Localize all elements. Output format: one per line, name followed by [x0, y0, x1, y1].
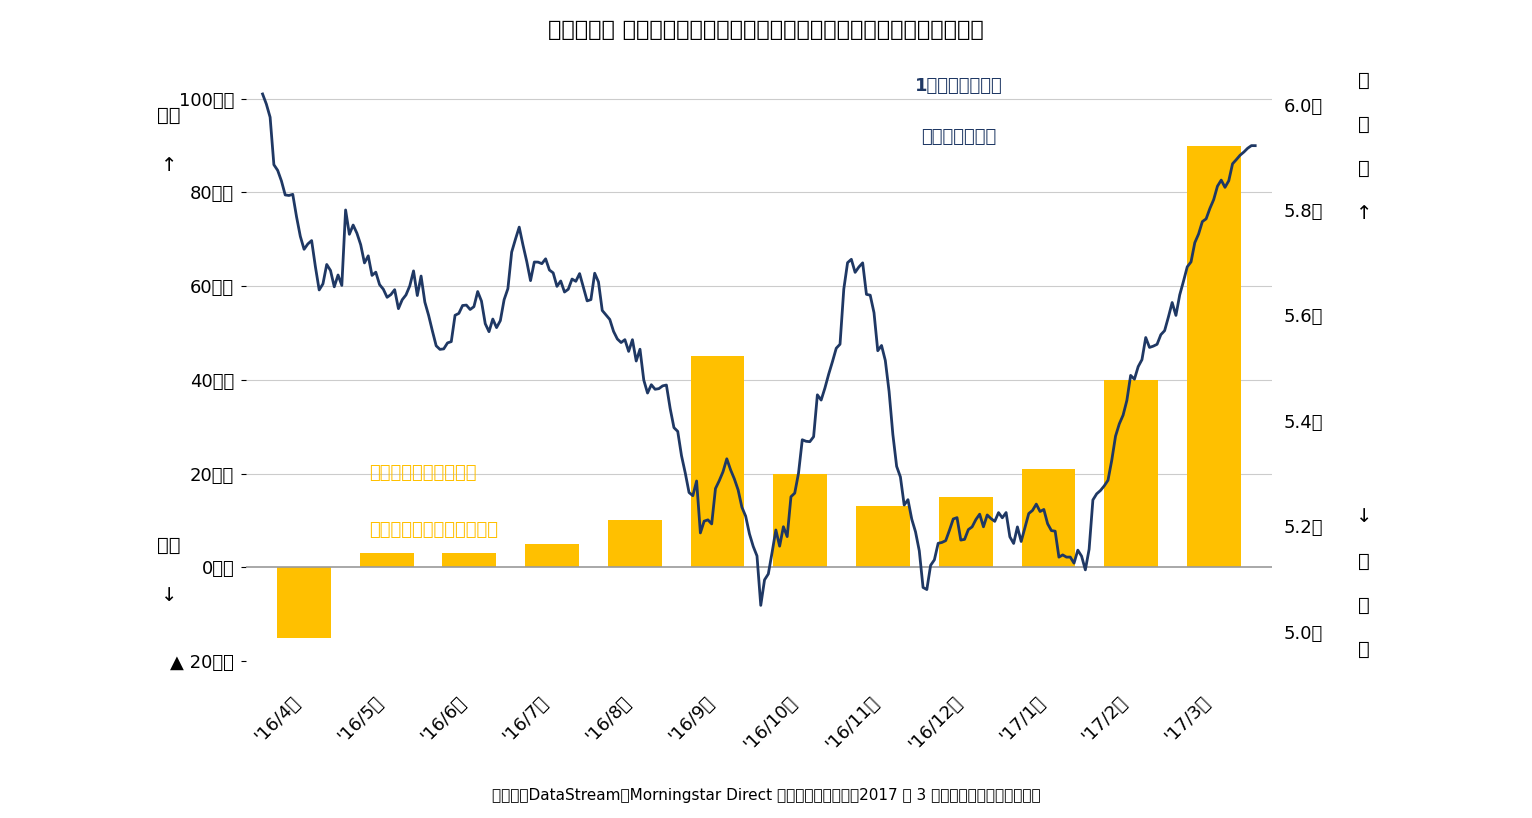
Text: ↓: ↓	[1356, 507, 1373, 526]
Text: ソ: ソ	[1359, 640, 1370, 659]
Bar	[443, 553, 496, 567]
Text: 流出: 流出	[158, 536, 181, 555]
Text: ペ: ペ	[1359, 596, 1370, 615]
Text: ↓: ↓	[161, 587, 178, 605]
Bar	[608, 520, 662, 567]
Bar	[277, 567, 331, 637]
Text: 資金流収入（月次：左軸）: 資金流収入（月次：左軸）	[369, 521, 498, 539]
Text: メキシコ債券ファンド: メキシコ債券ファンド	[369, 464, 476, 482]
Text: （資料）DataStream、Morningstar Direct を用いて筆者集計。2017 年 3 月の資金流出入のみ推計値: （資料）DataStream、Morningstar Direct を用いて筆者…	[492, 789, 1040, 803]
Text: 【図表４】 メキシコ債券ファンドの資金流出入とメキシコ・ペソの推移: 【図表４】 メキシコ債券ファンドの資金流出入とメキシコ・ペソの推移	[548, 20, 984, 40]
Text: 幅: 幅	[1359, 71, 1370, 90]
Text: ↑: ↑	[161, 156, 178, 175]
Text: （日次：右軸）: （日次：右軸）	[921, 128, 996, 146]
Text: ソ: ソ	[1359, 160, 1370, 178]
Text: ペ: ペ	[1359, 115, 1370, 134]
Text: 流入: 流入	[158, 106, 181, 124]
Bar	[1022, 469, 1075, 567]
Bar	[525, 544, 579, 567]
Bar	[939, 497, 993, 567]
Text: 安: 安	[1359, 551, 1370, 571]
Bar	[691, 357, 745, 567]
Text: 1メキシコ・ペソ: 1メキシコ・ペソ	[915, 77, 1003, 95]
Bar	[1105, 380, 1158, 567]
Bar	[774, 474, 827, 567]
Bar	[1187, 146, 1241, 567]
Bar	[360, 553, 414, 567]
Bar	[856, 506, 910, 567]
Text: ↑: ↑	[1356, 204, 1373, 222]
